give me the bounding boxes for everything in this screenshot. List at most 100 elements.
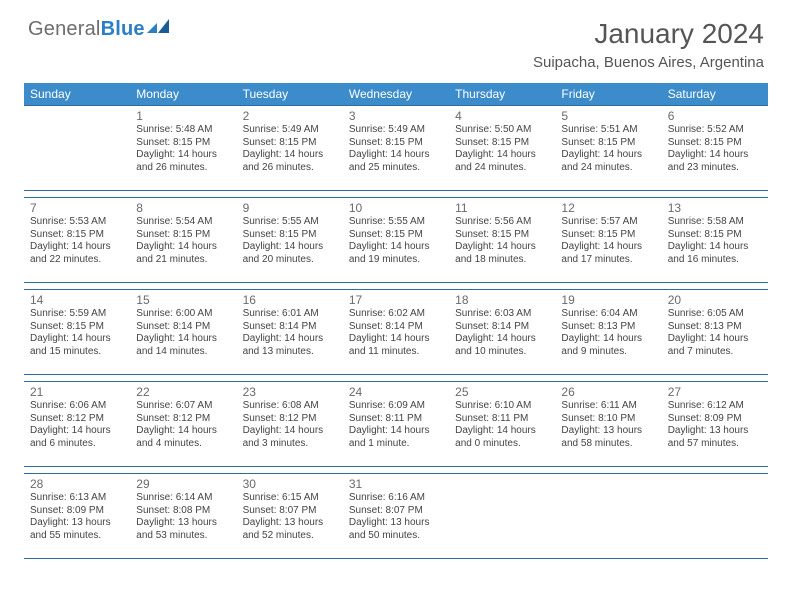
day-info: Sunrise: 5:57 AMSunset: 8:15 PMDaylight:…: [561, 216, 655, 266]
day-number: 3: [349, 109, 443, 123]
day-number: 27: [668, 385, 762, 399]
day-number: 2: [243, 109, 337, 123]
calendar-cell: 8Sunrise: 5:54 AMSunset: 8:15 PMDaylight…: [130, 198, 236, 282]
calendar-week: 21Sunrise: 6:06 AMSunset: 8:12 PMDayligh…: [24, 381, 768, 467]
calendar-cell: 1Sunrise: 5:48 AMSunset: 8:15 PMDaylight…: [130, 106, 236, 190]
day-info: Sunrise: 5:50 AMSunset: 8:15 PMDaylight:…: [455, 124, 549, 174]
calendar-cell: 10Sunrise: 5:55 AMSunset: 8:15 PMDayligh…: [343, 198, 449, 282]
days-of-week-row: SundayMondayTuesdayWednesdayThursdayFrid…: [24, 83, 768, 105]
calendar-cell: 4Sunrise: 5:50 AMSunset: 8:15 PMDaylight…: [449, 106, 555, 190]
day-number: 13: [668, 201, 762, 215]
day-number: 26: [561, 385, 655, 399]
calendar-cell: 26Sunrise: 6:11 AMSunset: 8:10 PMDayligh…: [555, 382, 661, 466]
day-info: Sunrise: 6:11 AMSunset: 8:10 PMDaylight:…: [561, 400, 655, 450]
day-number: 23: [243, 385, 337, 399]
day-info: Sunrise: 6:00 AMSunset: 8:14 PMDaylight:…: [136, 308, 230, 358]
day-number: 28: [30, 477, 124, 491]
day-info: Sunrise: 6:12 AMSunset: 8:09 PMDaylight:…: [668, 400, 762, 450]
calendar-cell: 21Sunrise: 6:06 AMSunset: 8:12 PMDayligh…: [24, 382, 130, 466]
day-number: 19: [561, 293, 655, 307]
day-info: Sunrise: 5:55 AMSunset: 8:15 PMDaylight:…: [243, 216, 337, 266]
logo-text: GeneralBlue: [28, 18, 145, 41]
logo: GeneralBlue: [28, 18, 169, 41]
calendar-week: 14Sunrise: 5:59 AMSunset: 8:15 PMDayligh…: [24, 289, 768, 375]
calendar-cell: 29Sunrise: 6:14 AMSunset: 8:08 PMDayligh…: [130, 474, 236, 558]
calendar-cell: 11Sunrise: 5:56 AMSunset: 8:15 PMDayligh…: [449, 198, 555, 282]
calendar-cell: 14Sunrise: 5:59 AMSunset: 8:15 PMDayligh…: [24, 290, 130, 374]
day-number: 6: [668, 109, 762, 123]
day-info: Sunrise: 6:03 AMSunset: 8:14 PMDaylight:…: [455, 308, 549, 358]
day-of-week: Tuesday: [237, 83, 343, 105]
calendar-cell: 3Sunrise: 5:49 AMSunset: 8:15 PMDaylight…: [343, 106, 449, 190]
day-of-week: Saturday: [662, 83, 768, 105]
calendar-cell: 9Sunrise: 5:55 AMSunset: 8:15 PMDaylight…: [237, 198, 343, 282]
day-info: Sunrise: 6:07 AMSunset: 8:12 PMDaylight:…: [136, 400, 230, 450]
day-info: Sunrise: 5:59 AMSunset: 8:15 PMDaylight:…: [30, 308, 124, 358]
day-number: 10: [349, 201, 443, 215]
day-info: Sunrise: 5:56 AMSunset: 8:15 PMDaylight:…: [455, 216, 549, 266]
calendar-cell: 13Sunrise: 5:58 AMSunset: 8:15 PMDayligh…: [662, 198, 768, 282]
day-number: 25: [455, 385, 549, 399]
calendar-cell: 22Sunrise: 6:07 AMSunset: 8:12 PMDayligh…: [130, 382, 236, 466]
calendar-cell: 30Sunrise: 6:15 AMSunset: 8:07 PMDayligh…: [237, 474, 343, 558]
calendar-cell: 19Sunrise: 6:04 AMSunset: 8:13 PMDayligh…: [555, 290, 661, 374]
day-number: 22: [136, 385, 230, 399]
calendar-cell: 23Sunrise: 6:08 AMSunset: 8:12 PMDayligh…: [237, 382, 343, 466]
calendar-cell: 5Sunrise: 5:51 AMSunset: 8:15 PMDaylight…: [555, 106, 661, 190]
day-number: 8: [136, 201, 230, 215]
location: Suipacha, Buenos Aires, Argentina: [533, 54, 764, 71]
day-info: Sunrise: 5:54 AMSunset: 8:15 PMDaylight:…: [136, 216, 230, 266]
logo-icon: [147, 19, 169, 40]
logo-part1: General: [28, 18, 101, 40]
day-of-week: Wednesday: [343, 83, 449, 105]
logo-part2: Blue: [101, 18, 145, 40]
title-block: January 2024 Suipacha, Buenos Aires, Arg…: [533, 18, 764, 71]
day-number: 7: [30, 201, 124, 215]
day-info: Sunrise: 5:49 AMSunset: 8:15 PMDaylight:…: [243, 124, 337, 174]
day-number: 5: [561, 109, 655, 123]
day-number: 31: [349, 477, 443, 491]
calendar-cell: 20Sunrise: 6:05 AMSunset: 8:13 PMDayligh…: [662, 290, 768, 374]
day-number: 29: [136, 477, 230, 491]
calendar-cell: 16Sunrise: 6:01 AMSunset: 8:14 PMDayligh…: [237, 290, 343, 374]
day-info: Sunrise: 6:02 AMSunset: 8:14 PMDaylight:…: [349, 308, 443, 358]
day-number: 24: [349, 385, 443, 399]
calendar-cell: [555, 474, 661, 558]
day-number: 20: [668, 293, 762, 307]
calendar-cell: 15Sunrise: 6:00 AMSunset: 8:14 PMDayligh…: [130, 290, 236, 374]
calendar-cell: 31Sunrise: 6:16 AMSunset: 8:07 PMDayligh…: [343, 474, 449, 558]
day-info: Sunrise: 5:52 AMSunset: 8:15 PMDaylight:…: [668, 124, 762, 174]
calendar-cell: 7Sunrise: 5:53 AMSunset: 8:15 PMDaylight…: [24, 198, 130, 282]
calendar-cell: [449, 474, 555, 558]
day-info: Sunrise: 6:16 AMSunset: 8:07 PMDaylight:…: [349, 492, 443, 542]
day-of-week: Thursday: [449, 83, 555, 105]
day-info: Sunrise: 6:14 AMSunset: 8:08 PMDaylight:…: [136, 492, 230, 542]
day-number: 12: [561, 201, 655, 215]
day-info: Sunrise: 6:09 AMSunset: 8:11 PMDaylight:…: [349, 400, 443, 450]
calendar-cell: 18Sunrise: 6:03 AMSunset: 8:14 PMDayligh…: [449, 290, 555, 374]
calendar: SundayMondayTuesdayWednesdayThursdayFrid…: [24, 83, 768, 559]
day-number: 18: [455, 293, 549, 307]
day-number: 4: [455, 109, 549, 123]
calendar-cell: 24Sunrise: 6:09 AMSunset: 8:11 PMDayligh…: [343, 382, 449, 466]
day-info: Sunrise: 6:01 AMSunset: 8:14 PMDaylight:…: [243, 308, 337, 358]
day-info: Sunrise: 6:10 AMSunset: 8:11 PMDaylight:…: [455, 400, 549, 450]
day-number: 9: [243, 201, 337, 215]
day-number: 14: [30, 293, 124, 307]
calendar-cell: [662, 474, 768, 558]
calendar-week: 28Sunrise: 6:13 AMSunset: 8:09 PMDayligh…: [24, 473, 768, 559]
calendar-cell: 17Sunrise: 6:02 AMSunset: 8:14 PMDayligh…: [343, 290, 449, 374]
calendar-cell: 25Sunrise: 6:10 AMSunset: 8:11 PMDayligh…: [449, 382, 555, 466]
day-info: Sunrise: 6:06 AMSunset: 8:12 PMDaylight:…: [30, 400, 124, 450]
day-info: Sunrise: 6:15 AMSunset: 8:07 PMDaylight:…: [243, 492, 337, 542]
day-info: Sunrise: 6:08 AMSunset: 8:12 PMDaylight:…: [243, 400, 337, 450]
header: GeneralBlue January 2024 Suipacha, Bueno…: [0, 0, 792, 75]
calendar-cell: 12Sunrise: 5:57 AMSunset: 8:15 PMDayligh…: [555, 198, 661, 282]
day-info: Sunrise: 5:49 AMSunset: 8:15 PMDaylight:…: [349, 124, 443, 174]
day-of-week: Monday: [130, 83, 236, 105]
day-number: 11: [455, 201, 549, 215]
weeks-container: 1Sunrise: 5:48 AMSunset: 8:15 PMDaylight…: [24, 105, 768, 559]
day-info: Sunrise: 5:48 AMSunset: 8:15 PMDaylight:…: [136, 124, 230, 174]
day-of-week: Sunday: [24, 83, 130, 105]
calendar-cell: 6Sunrise: 5:52 AMSunset: 8:15 PMDaylight…: [662, 106, 768, 190]
